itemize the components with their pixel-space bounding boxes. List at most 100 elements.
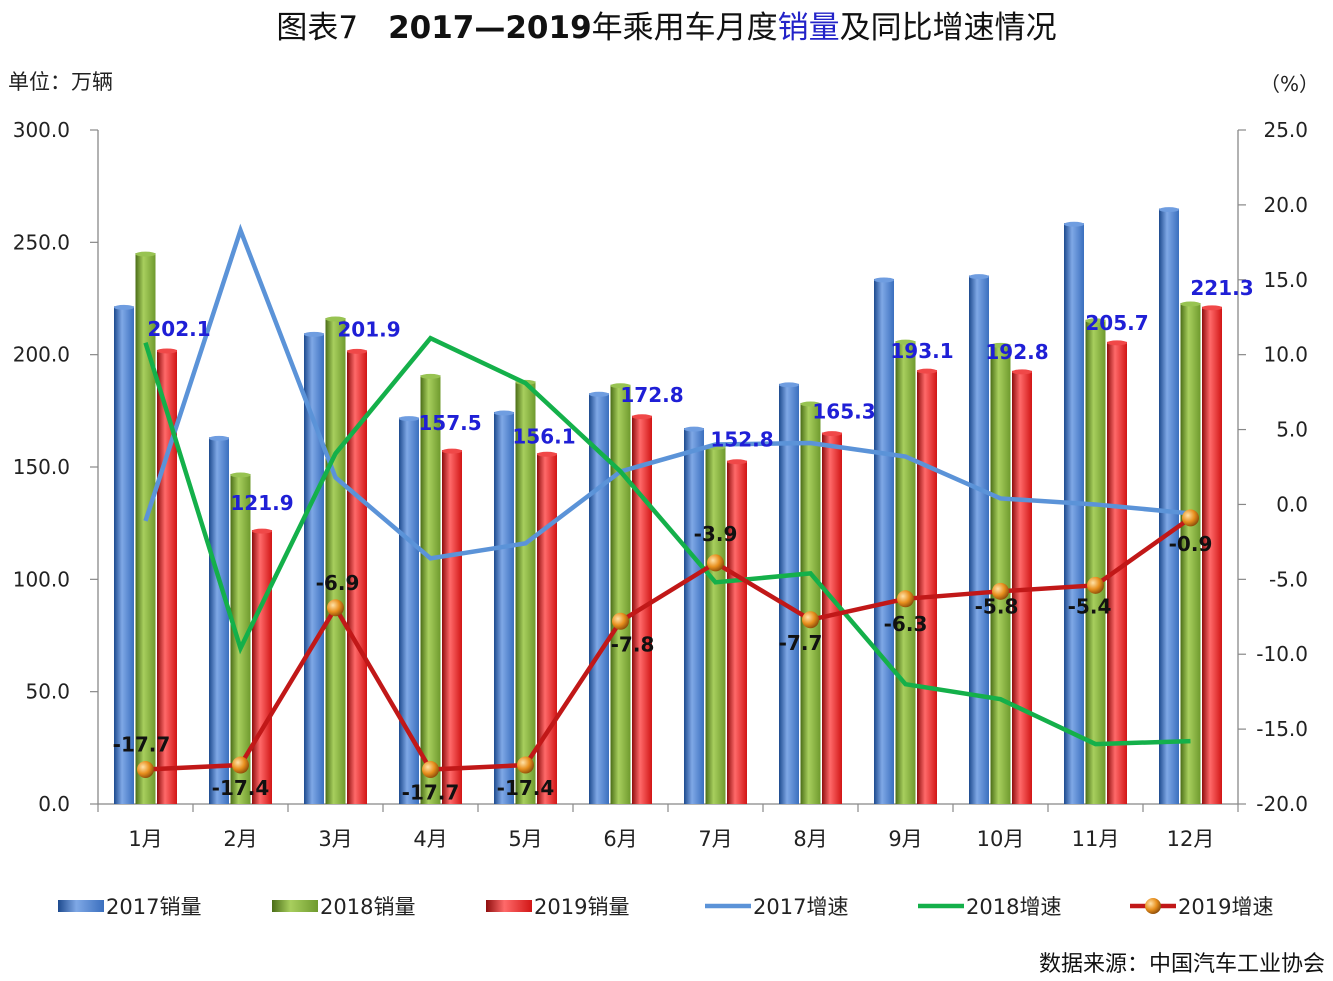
bar-2017-sales-cap: [684, 426, 704, 432]
bar-2019-sales: [917, 370, 937, 804]
left-axis-unit: 单位：万辆: [8, 70, 113, 94]
bar-2019-sales: [442, 450, 462, 804]
bar-2018-sales-cap: [990, 342, 1011, 348]
axes: 0.0 50.0 100.0 150.0 200.0 250.0 300.0 -20.0 -15…: [13, 118, 1308, 851]
growth-2019-data-label: -6.3: [884, 612, 928, 636]
left-tick-label: 100.0: [13, 567, 70, 591]
legend-label: 2018销量: [320, 895, 415, 919]
bar-2019-sales-cap: [1107, 340, 1127, 346]
x-tick-label: 10月: [977, 827, 1025, 851]
right-tick-label: 10.0: [1263, 343, 1308, 367]
bar-2017-sales-cap: [399, 416, 419, 422]
left-tick-label: 250.0: [13, 230, 70, 254]
growth-2019-data-label: -7.8: [611, 632, 655, 656]
chart-title: 图表7 2017—2019年乘用车月度销量及同比增速情况: [0, 2, 1333, 47]
growth-2019-data-label: -5.8: [975, 594, 1019, 618]
bar-2018-sales-cap: [420, 373, 441, 379]
right-axis-unit: （%）: [1259, 72, 1319, 96]
bar-2018-sales: [515, 381, 536, 804]
bar-2017-sales: [684, 428, 704, 804]
x-tick-label: 3月: [318, 827, 352, 851]
right-tick-label: 15.0: [1263, 268, 1308, 292]
left-tick-label: 150.0: [13, 455, 70, 479]
bar-2019-sales-cap: [442, 448, 462, 454]
bar-2017-sales-cap: [874, 277, 894, 283]
bar-2017-sales-cap: [1064, 221, 1084, 227]
marker-2019-growth: [707, 554, 724, 572]
line-2018-growth: [143, 335, 1191, 747]
bar-2018-sales: [990, 344, 1011, 804]
right-tick-label: 5.0: [1276, 418, 1308, 442]
bar-2018-sales: [420, 375, 441, 804]
title-years: 2017—2019: [388, 10, 592, 46]
bar-2019-sales-cap: [252, 528, 272, 534]
data-labels: 202.1 121.9 201.9 157.5 156.1 172.8 152.8 165.3…: [113, 276, 1254, 805]
title-highlight: 销量: [777, 10, 840, 46]
bar-2018-sales: [325, 318, 346, 804]
legend-swatch-bar-2018-sales: [272, 900, 318, 912]
data-source: 数据来源：中国汽车工业协会: [1038, 952, 1325, 977]
sales-2019-data-label: 201.9: [337, 317, 400, 341]
sales-2019-data-label: 192.8: [985, 340, 1048, 364]
growth-2019-data-label: -0.9: [1169, 532, 1213, 556]
sales-2019-data-label: 202.1: [147, 317, 210, 341]
marker-2019-growth: [232, 756, 249, 774]
sales-2019-data-label: 205.7: [1085, 311, 1148, 335]
bars: [114, 207, 1222, 805]
marker-2019-growth: [422, 761, 439, 779]
growth-2019-data-label: -17.7: [113, 733, 171, 757]
marker-2019-growth: [137, 761, 154, 779]
legend-marker-2019-growth: [1145, 898, 1161, 914]
growth-2019-data-label: -3.9: [694, 522, 738, 546]
title-part2: 及同比增速情况: [839, 10, 1057, 46]
bar-2019-sales-cap: [727, 459, 747, 465]
marker-2019-growth: [517, 756, 534, 774]
bar-2019-sales-cap: [1012, 369, 1032, 375]
sales-2019-data-label: 157.5: [418, 411, 481, 435]
left-tick-label: 0.0: [38, 792, 70, 816]
marker-2019-growth: [612, 612, 629, 630]
bar-2017-sales-cap: [1159, 207, 1179, 213]
bar-2017-sales-cap: [209, 435, 229, 441]
x-tick-label: 2月: [223, 827, 257, 851]
left-tick-label: 50.0: [25, 680, 70, 704]
bar-2018-sales-cap: [135, 251, 156, 257]
growth-2019-data-label: -7.7: [779, 631, 823, 655]
growth-2019-data-label: -6.9: [316, 571, 360, 595]
bar-2017-sales: [399, 417, 419, 804]
bar-2017-sales: [589, 393, 609, 804]
bar-2019-sales: [252, 530, 272, 804]
bar-2019-sales-cap: [157, 348, 177, 354]
sales-2019-data-label: 172.8: [620, 383, 683, 407]
x-tick-label: 6月: [603, 827, 637, 851]
sales-2019-data-label: 221.3: [1190, 276, 1253, 300]
bar-2017-sales-cap: [779, 382, 799, 388]
sales-2019-data-label: 156.1: [512, 424, 575, 448]
marker-2019-growth: [992, 582, 1009, 600]
title-part1: 年乘用车月度: [591, 10, 778, 46]
x-tick-label: 7月: [698, 827, 732, 851]
bar-2019-sales-cap: [1202, 305, 1222, 311]
bar-2018-sales-cap: [895, 339, 916, 345]
legend: 2017销量 2018销量 2019销量 2017增速 2018增速 2019增速: [58, 895, 1273, 919]
growth-2019-data-label: -17.7: [402, 781, 460, 805]
legend-swatch-bar-2019-sales: [486, 900, 532, 912]
bar-2019-sales: [1202, 306, 1222, 804]
growth-lines: [137, 223, 1199, 779]
sales-2019-data-label: 165.3: [812, 400, 875, 424]
bar-2019-sales: [822, 432, 842, 804]
left-tick-label: 300.0: [13, 118, 70, 142]
bar-2019-sales-cap: [347, 348, 367, 354]
bar-2018-sales: [230, 473, 251, 804]
bar-2018-sales: [705, 446, 726, 804]
bar-2019-sales-cap: [822, 431, 842, 437]
bar-2019-sales-cap: [537, 451, 557, 457]
x-tick-label: 11月: [1072, 827, 1120, 851]
bar-2019-sales: [347, 350, 367, 804]
legend-label: 2017销量: [106, 895, 201, 919]
x-tick-label: 4月: [413, 827, 447, 851]
bar-2017-sales-cap: [114, 304, 134, 310]
bar-2019-sales-cap: [917, 368, 937, 374]
bar-2019-sales: [537, 453, 557, 804]
